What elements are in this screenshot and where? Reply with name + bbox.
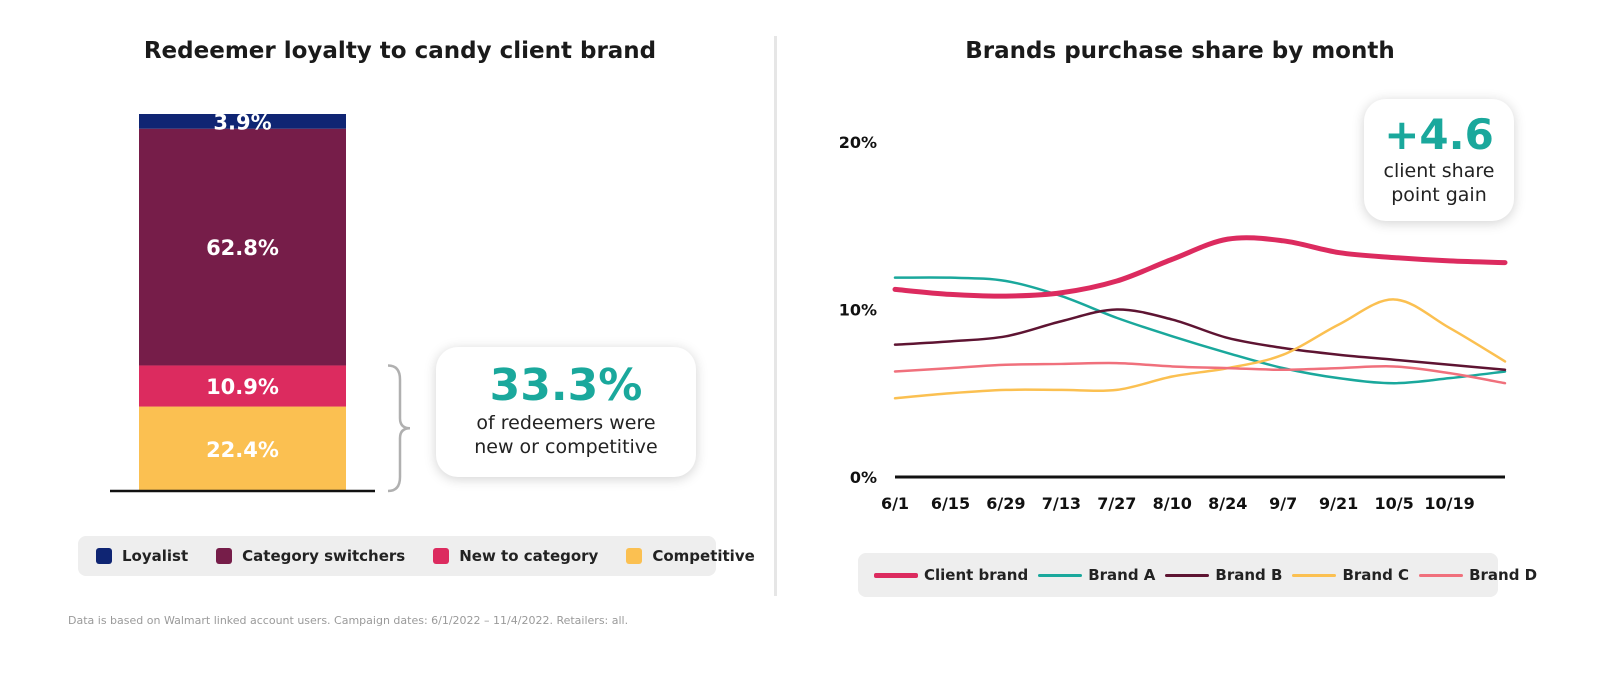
bar-segment-new-to-category bbox=[139, 365, 346, 407]
share-gain-callout: +4.6 client share point gain bbox=[1364, 99, 1514, 221]
y-tick-label: 0% bbox=[850, 468, 877, 487]
legend-label: Brand B bbox=[1215, 566, 1283, 584]
legend-item-loyalist: Loyalist bbox=[96, 547, 188, 565]
legend-item-category-switchers: Category switchers bbox=[216, 547, 405, 565]
share-gain-line2: point gain bbox=[1391, 184, 1487, 206]
legend-label: New to category bbox=[459, 547, 599, 565]
legend-label: Brand A bbox=[1088, 566, 1156, 584]
left-legend: Loyalist Category switchers New to categ… bbox=[78, 536, 755, 576]
legend-item-competitive: Competitive bbox=[626, 547, 755, 565]
x-tick-label: 7/27 bbox=[1097, 494, 1136, 513]
y-tick-label: 20% bbox=[839, 133, 877, 152]
bar-segment-competitive bbox=[139, 406, 346, 491]
series-line-brand-a bbox=[893, 276, 1507, 385]
bar-segment-loyalist bbox=[139, 114, 346, 129]
legend-item-client-brand: Client brand bbox=[874, 566, 1028, 584]
bar-label-new-to-category: 10.9% bbox=[206, 375, 279, 399]
share-gain-line1: client share bbox=[1383, 160, 1495, 182]
bar-label-loyalist: 3.9% bbox=[213, 110, 271, 134]
legend-line-icon bbox=[874, 572, 918, 578]
legend-line-icon bbox=[1165, 573, 1210, 577]
legend-label: Loyalist bbox=[122, 547, 189, 565]
redeemer-callout: 33.3% of redeemers were new or competiti… bbox=[436, 347, 696, 477]
footnote: Data is based on Walmart linked account … bbox=[68, 614, 629, 627]
x-tick-label: 6/15 bbox=[931, 494, 970, 513]
series-line-brand-d bbox=[893, 361, 1507, 385]
legend-label: Brand C bbox=[1342, 566, 1410, 584]
series-line-brand-c bbox=[893, 298, 1507, 400]
legend-swatch-icon bbox=[433, 548, 450, 564]
redeemer-callout-value: 33.3% bbox=[489, 360, 643, 411]
left-chart-title: Redeemer loyalty to candy client brand bbox=[143, 38, 657, 64]
curly-brace-icon bbox=[387, 364, 411, 493]
redeemer-callout-line1: of redeemers were bbox=[476, 412, 656, 434]
legend-swatch-icon bbox=[96, 548, 112, 564]
legend-item-brand-d: Brand D bbox=[1419, 566, 1537, 584]
y-tick-label: 10% bbox=[839, 301, 877, 320]
legend-swatch-icon bbox=[626, 548, 643, 564]
bar-segment-category-switchers bbox=[139, 128, 346, 366]
legend-line-icon bbox=[1419, 573, 1464, 577]
x-tick-label: 7/13 bbox=[1042, 494, 1081, 513]
legend-line-icon bbox=[1292, 573, 1337, 577]
legend-label: Competitive bbox=[652, 547, 755, 565]
x-tick-label: 8/10 bbox=[1153, 494, 1192, 513]
legend-item-brand-b: Brand B bbox=[1165, 566, 1282, 584]
legend-label: Category switchers bbox=[242, 547, 406, 565]
share-gain-value: +4.6 bbox=[1384, 110, 1494, 159]
x-tick-label: 10/19 bbox=[1424, 494, 1474, 513]
x-tick-label: 6/29 bbox=[986, 494, 1025, 513]
x-tick-label: 10/5 bbox=[1374, 494, 1413, 513]
bar-label-competitive: 22.4% bbox=[206, 438, 279, 462]
series-line-brand-b bbox=[893, 308, 1507, 372]
right-legend: Client brand Brand A Brand B Brand C Bra… bbox=[858, 553, 1537, 597]
x-tick-label: 9/21 bbox=[1319, 494, 1358, 513]
bar-label-category-switchers: 62.8% bbox=[206, 236, 279, 260]
x-tick-label: 8/24 bbox=[1208, 494, 1247, 513]
legend-label: Client brand bbox=[924, 566, 1029, 584]
series-line-client-brand bbox=[892, 235, 1508, 299]
panel-divider bbox=[774, 36, 777, 596]
legend-item-new-to-category: New to category bbox=[433, 547, 598, 565]
legend-swatch-icon bbox=[216, 548, 233, 564]
legend-label: Brand D bbox=[1469, 566, 1538, 584]
x-tick-label: 9/7 bbox=[1269, 494, 1297, 513]
right-chart-title: Brands purchase share by month bbox=[965, 38, 1395, 64]
legend-line-icon bbox=[1038, 573, 1083, 577]
x-tick-label: 6/1 bbox=[881, 494, 909, 513]
legend-item-brand-c: Brand C bbox=[1292, 566, 1409, 584]
legend-item-brand-a: Brand A bbox=[1038, 566, 1155, 584]
redeemer-callout-line2: new or competitive bbox=[474, 436, 658, 458]
